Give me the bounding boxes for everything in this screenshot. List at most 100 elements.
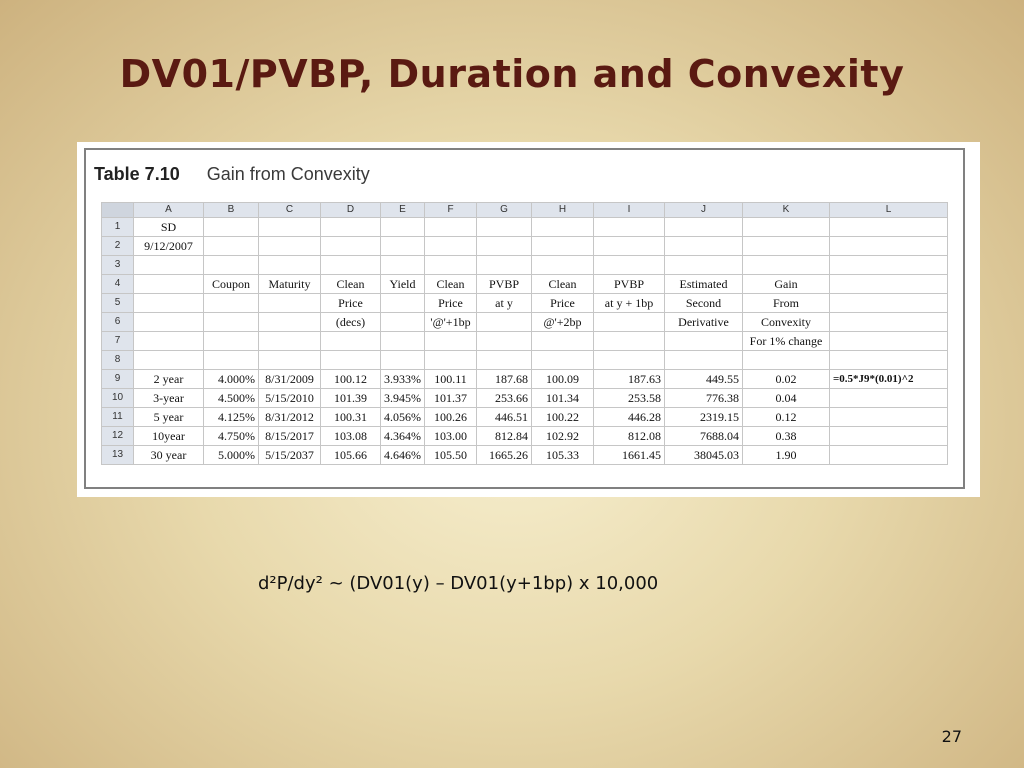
row-header: 3 bbox=[101, 255, 134, 275]
table-cell: Derivative bbox=[664, 312, 743, 332]
table-cell: 4.056% bbox=[380, 407, 425, 427]
table-cell: 187.63 bbox=[593, 369, 665, 389]
table-cell: 1.90 bbox=[742, 445, 830, 465]
table-cell bbox=[531, 236, 594, 256]
table-cell bbox=[829, 331, 948, 351]
table-cell: 0.38 bbox=[742, 426, 830, 446]
table-cell: 5 year bbox=[133, 407, 204, 427]
table-cell bbox=[380, 217, 425, 237]
table-row: 6 (decs) '@'+1bp @'+2bp Derivative Convexity bbox=[101, 312, 948, 332]
table-cell: Clean bbox=[320, 274, 381, 294]
page-number: 27 bbox=[941, 727, 962, 746]
table-cell: Clean bbox=[531, 274, 594, 294]
table-cell: Yield bbox=[380, 274, 425, 294]
table-cell bbox=[531, 331, 594, 351]
row-header: 4 bbox=[101, 274, 134, 294]
table-cell: 446.51 bbox=[476, 407, 532, 427]
table-cell: Estimated bbox=[664, 274, 743, 294]
table-cell bbox=[829, 445, 948, 465]
table-cell bbox=[829, 407, 948, 427]
table-cell bbox=[593, 255, 665, 275]
table-cell bbox=[664, 236, 743, 256]
table-cell bbox=[829, 274, 948, 294]
table-cell: 100.11 bbox=[424, 369, 477, 389]
table-cell bbox=[742, 350, 830, 370]
table-cell: at y + 1bp bbox=[593, 293, 665, 313]
column-header-f: F bbox=[424, 202, 477, 218]
table-cell bbox=[133, 255, 204, 275]
table-cell: 0.12 bbox=[742, 407, 830, 427]
table-cell bbox=[133, 274, 204, 294]
table-cell: 100.22 bbox=[531, 407, 594, 427]
table-cell: PVBP bbox=[476, 274, 532, 294]
row-header: 13 bbox=[101, 445, 134, 465]
table-cell bbox=[133, 350, 204, 370]
table-row: 7 For 1% change bbox=[101, 331, 948, 351]
table-cell bbox=[258, 293, 321, 313]
row-header: 6 bbox=[101, 312, 134, 332]
table-cell bbox=[380, 331, 425, 351]
table-cell: 449.55 bbox=[664, 369, 743, 389]
table-cell: 9/12/2007 bbox=[133, 236, 204, 256]
table-cell: 3.933% bbox=[380, 369, 425, 389]
row-header: 12 bbox=[101, 426, 134, 446]
row-header: 8 bbox=[101, 350, 134, 370]
table-cell: 8/15/2017 bbox=[258, 426, 321, 446]
table-cell bbox=[320, 236, 381, 256]
table-cell: 2319.15 bbox=[664, 407, 743, 427]
table-cell bbox=[320, 217, 381, 237]
column-header-j: J bbox=[664, 202, 743, 218]
table-cell bbox=[380, 236, 425, 256]
table-cell bbox=[133, 331, 204, 351]
column-header-k: K bbox=[742, 202, 830, 218]
table-cell: 812.08 bbox=[593, 426, 665, 446]
table-cell bbox=[380, 293, 425, 313]
column-header-g: G bbox=[476, 202, 532, 218]
spreadsheet-body: 1 SD 2 9/12/2007 3 4 Coupon Maturity Clean Yield C… bbox=[101, 217, 948, 465]
table-cell bbox=[320, 255, 381, 275]
table-row: 3 bbox=[101, 255, 948, 275]
row-header: 11 bbox=[101, 407, 134, 427]
column-header-e: E bbox=[380, 202, 425, 218]
table-cell: Clean bbox=[424, 274, 477, 294]
table-cell bbox=[593, 236, 665, 256]
table-cell: 253.58 bbox=[593, 388, 665, 408]
table-cell: 101.34 bbox=[531, 388, 594, 408]
table-cell: 100.31 bbox=[320, 407, 381, 427]
table-cell: 100.12 bbox=[320, 369, 381, 389]
table-cell bbox=[320, 350, 381, 370]
table-cell: 4.750% bbox=[203, 426, 259, 446]
table-cell bbox=[476, 236, 532, 256]
table-cell: 30 year bbox=[133, 445, 204, 465]
table-cell bbox=[424, 236, 477, 256]
table-cell: 812.84 bbox=[476, 426, 532, 446]
table-cell: Price bbox=[424, 293, 477, 313]
table-cell bbox=[664, 350, 743, 370]
table-cell: 102.92 bbox=[531, 426, 594, 446]
table-cell: 38045.03 bbox=[664, 445, 743, 465]
table-cell bbox=[203, 236, 259, 256]
table-cell: Price bbox=[320, 293, 381, 313]
table-cell bbox=[133, 312, 204, 332]
table-cell: 5/15/2037 bbox=[258, 445, 321, 465]
table-cell: 4.646% bbox=[380, 445, 425, 465]
row-header: 1 bbox=[101, 217, 134, 237]
table-caption-text: Gain from Convexity bbox=[206, 164, 370, 184]
table-cell bbox=[380, 255, 425, 275]
table-cell: =0.5*J9*(0.01)^2 bbox=[829, 369, 948, 389]
table-cell: at y bbox=[476, 293, 532, 313]
table-cell bbox=[203, 331, 259, 351]
table-cell: 2 year bbox=[133, 369, 204, 389]
table-cell: Convexity bbox=[742, 312, 830, 332]
table-cell: 446.28 bbox=[593, 407, 665, 427]
table-cell: 0.04 bbox=[742, 388, 830, 408]
table-cell: 100.26 bbox=[424, 407, 477, 427]
table-cell bbox=[829, 255, 948, 275]
table-cell: 103.00 bbox=[424, 426, 477, 446]
table-cell bbox=[742, 217, 830, 237]
table-row: 10 3-year 4.500% 5/15/2010 101.39 3.945% 101.3… bbox=[101, 388, 948, 408]
